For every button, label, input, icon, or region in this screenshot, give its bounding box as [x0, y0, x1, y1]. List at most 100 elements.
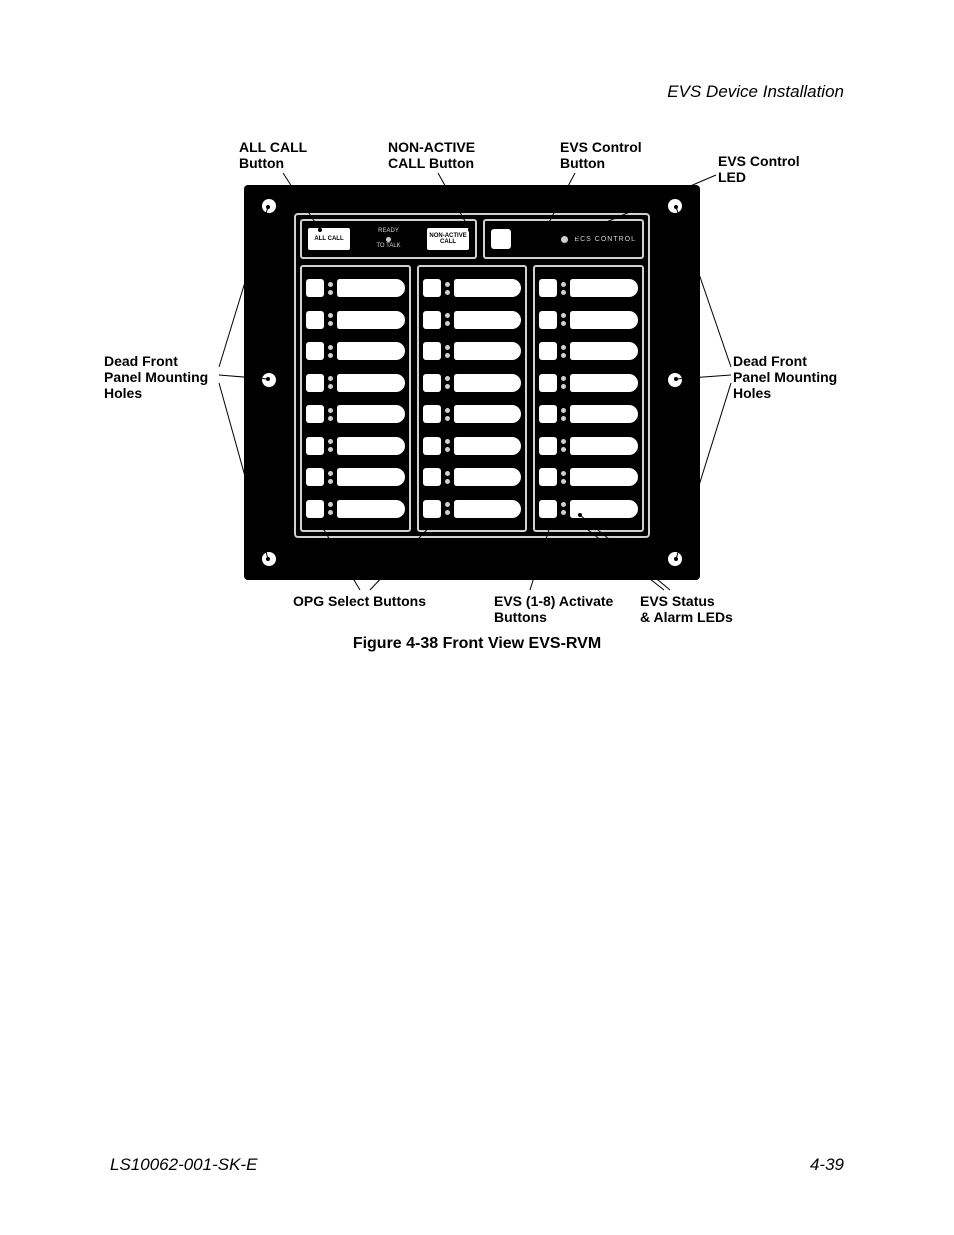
grid-row	[423, 371, 522, 395]
callout-text: Button	[239, 155, 284, 171]
label-slot	[570, 311, 638, 329]
ecs-control-group: ECS CONTROL	[561, 236, 636, 243]
status-alarm-leds	[328, 313, 333, 326]
label-slot	[454, 374, 522, 392]
callout-text: Holes	[733, 385, 771, 401]
non-active-call-button: NON-ACTIVECALL	[427, 228, 469, 250]
all-call-button: ALL CALL	[308, 228, 350, 250]
select-button	[539, 279, 557, 297]
callout-text: Button	[560, 155, 605, 171]
select-button	[423, 405, 441, 423]
status-alarm-leds	[445, 376, 450, 389]
callout-text: EVS Control	[560, 139, 642, 155]
grid-column	[417, 265, 528, 532]
status-alarm-leds	[445, 502, 450, 515]
status-alarm-leds	[561, 345, 566, 358]
callout-text: & Alarm LEDs	[640, 609, 733, 625]
grid-row	[539, 465, 638, 489]
grid-column	[533, 265, 644, 532]
callout-evs-activate: EVS (1-8) Activate Buttons	[494, 593, 613, 625]
grid-row	[539, 497, 638, 521]
panel-inner: ALL CALL READY TO TALK NON-ACTIVECALL	[294, 213, 650, 538]
status-alarm-leds	[328, 471, 333, 484]
status-alarm-leds	[561, 408, 566, 421]
label-slot	[454, 279, 522, 297]
grid-row	[539, 371, 638, 395]
label-slot	[570, 342, 638, 360]
label-slot	[337, 279, 405, 297]
grid-row	[423, 402, 522, 426]
mounting-hole	[262, 552, 276, 566]
label-slot	[337, 437, 405, 455]
mounting-hole	[668, 199, 682, 213]
label-slot	[570, 468, 638, 486]
callout-non-active: NON-ACTIVE CALL Button	[388, 139, 475, 171]
callout-text: Dead Front	[104, 353, 178, 369]
ready-label: TO TALK	[376, 243, 400, 250]
label-slot	[337, 342, 405, 360]
select-button	[539, 405, 557, 423]
status-alarm-leds	[561, 282, 566, 295]
grid-row	[539, 402, 638, 426]
status-alarm-leds	[328, 439, 333, 452]
status-alarm-leds	[328, 408, 333, 421]
status-alarm-leds	[561, 313, 566, 326]
callout-text: NON-ACTIVE	[388, 139, 475, 155]
grid-row	[423, 434, 522, 458]
callout-dead-front-left: Dead Front Panel Mounting Holes	[104, 353, 208, 401]
panel-top-row: ALL CALL READY TO TALK NON-ACTIVECALL	[300, 219, 644, 259]
grid-row	[306, 497, 405, 521]
grid-row	[306, 465, 405, 489]
status-alarm-leds	[445, 313, 450, 326]
label-slot	[570, 437, 638, 455]
grid-row	[423, 339, 522, 363]
mounting-hole	[262, 373, 276, 387]
label-slot	[454, 500, 522, 518]
status-alarm-leds	[445, 439, 450, 452]
callout-text: EVS (1-8) Activate	[494, 593, 613, 609]
callout-evs-status: EVS Status & Alarm LEDs	[640, 593, 733, 625]
callout-dead-front-right: Dead Front Panel Mounting Holes	[733, 353, 837, 401]
select-button	[423, 311, 441, 329]
label-slot	[570, 279, 638, 297]
callout-text: CALL Button	[388, 155, 474, 171]
select-button	[306, 342, 324, 360]
grid-row	[539, 308, 638, 332]
label-slot	[337, 374, 405, 392]
top-left-section: ALL CALL READY TO TALK NON-ACTIVECALL	[300, 219, 477, 259]
label-slot	[337, 468, 405, 486]
label-slot	[454, 342, 522, 360]
grid-row	[306, 434, 405, 458]
ecs-label: ECS CONTROL	[574, 236, 636, 243]
status-alarm-leds	[328, 502, 333, 515]
select-button	[306, 405, 324, 423]
ready-to-talk-indicator: READY TO TALK	[376, 228, 400, 249]
grid-row	[539, 339, 638, 363]
callout-text: EVS Status	[640, 593, 715, 609]
label-slot	[570, 374, 638, 392]
grid-row	[539, 276, 638, 300]
status-alarm-leds	[328, 345, 333, 358]
button-grid	[300, 265, 644, 532]
status-alarm-leds	[445, 408, 450, 421]
callout-text: ALL CALL	[239, 139, 307, 155]
grid-column	[300, 265, 411, 532]
label-slot	[337, 405, 405, 423]
select-button	[306, 374, 324, 392]
grid-row	[423, 308, 522, 332]
grid-row	[306, 402, 405, 426]
grid-row	[306, 308, 405, 332]
footer-doc-number: LS10062-001-SK-E	[110, 1155, 257, 1175]
select-button	[423, 279, 441, 297]
mounting-hole	[668, 552, 682, 566]
status-alarm-leds	[445, 471, 450, 484]
callout-text: Dead Front	[733, 353, 807, 369]
select-button	[539, 437, 557, 455]
label-slot	[454, 311, 522, 329]
label-slot	[570, 500, 638, 518]
label-slot	[337, 311, 405, 329]
select-button	[423, 500, 441, 518]
label-slot	[454, 405, 522, 423]
callout-evs-control-led: EVS Control LED	[718, 153, 800, 185]
label-slot	[570, 405, 638, 423]
